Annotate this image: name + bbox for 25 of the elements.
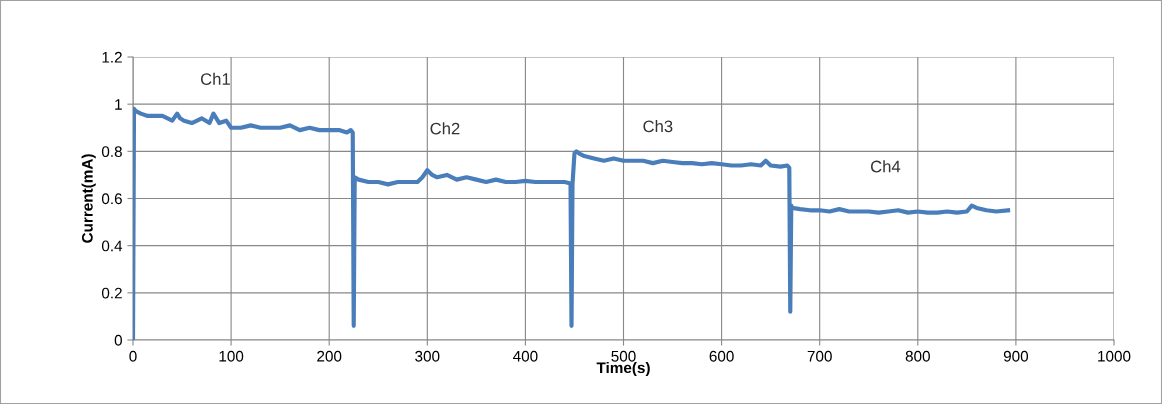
x-tick-label: 400 [513, 350, 538, 362]
x-tick-label: 500 [611, 350, 636, 362]
x-tick-label: 0 [129, 350, 137, 362]
x-axis-title: Time(s) [596, 361, 650, 377]
x-tick-label: 900 [1003, 350, 1029, 362]
y-tick-label: 1 [115, 99, 122, 110]
y-tick-label: 0 [114, 334, 122, 346]
x-tick-label: 100 [219, 350, 244, 362]
y-tick-label: 0.4 [101, 240, 123, 252]
x-tick-label: 300 [415, 350, 440, 362]
annotation: Ch2 [430, 122, 460, 135]
x-tick-label: 700 [807, 350, 832, 362]
y-tick-label: 0.8 [101, 146, 122, 158]
y-tick-label: 0.2 [101, 287, 122, 299]
y-tick-label: 0.6 [101, 193, 122, 205]
x-tick-label: 1000 [1098, 350, 1131, 362]
x-tick-label: 600 [709, 350, 734, 362]
annotation: Ch4 [870, 160, 901, 173]
annotation: Ch1 [200, 72, 230, 85]
x-tick-label: 200 [317, 350, 342, 362]
annotation: Ch3 [643, 119, 673, 133]
line-series [133, 106, 1011, 340]
x-tick-label: 800 [905, 350, 930, 362]
y-axis-title: Current(mA) [81, 154, 96, 243]
y-tick-label: 1.2 [102, 51, 122, 63]
